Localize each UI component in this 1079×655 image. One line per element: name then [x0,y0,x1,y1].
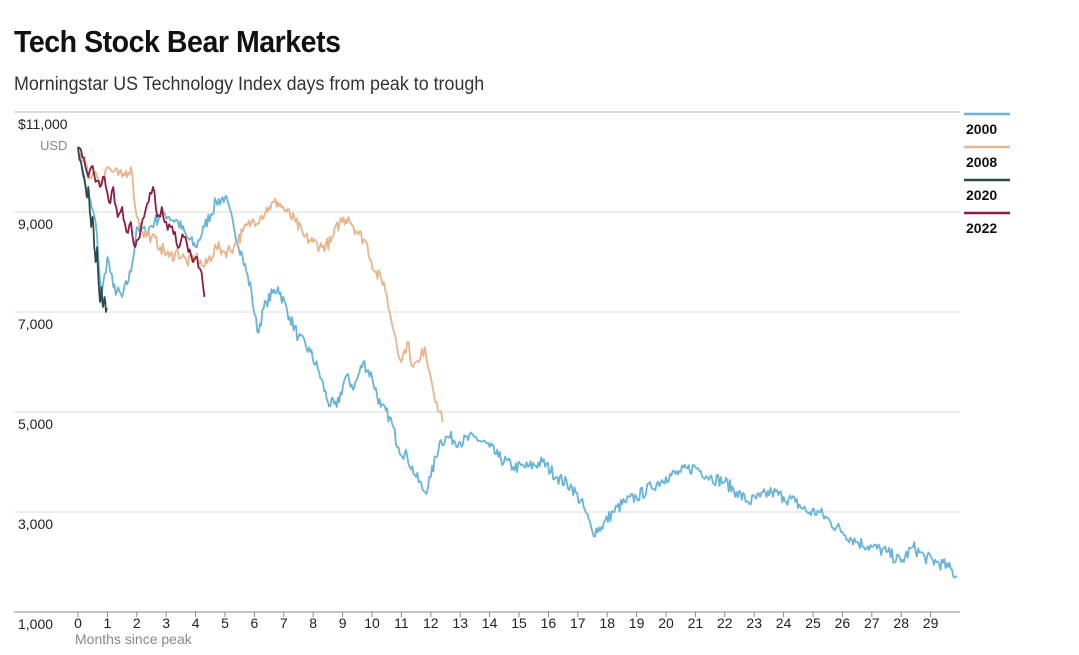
y-tick-label: $11,000 [18,116,68,132]
x-tick-label: 22 [717,615,733,631]
legend-label-2000: 2000 [966,121,997,137]
series-line-2008 [77,151,444,423]
x-tick-label: 23 [746,615,762,631]
x-tick-label: 29 [923,615,939,631]
x-tick-label: 14 [482,615,498,631]
x-tick-label: 0 [74,615,82,631]
x-tick-label: 16 [541,615,557,631]
legend: 2000 2008 2020 2022 [964,112,1010,236]
series-line-2020 [77,146,108,313]
x-axis-label: Months since peak [75,631,193,647]
legend-label-2022: 2022 [966,220,997,236]
series-lines [77,146,958,579]
x-tick-label: 2 [133,615,141,631]
chart-subtitle: Morningstar US Technology Index days fro… [14,74,485,95]
series-line-2000 [77,146,958,579]
gridlines [14,111,960,513]
series-line-2022 [77,146,206,298]
x-tick-label: 27 [864,615,880,631]
x-tick-label: 9 [339,615,347,631]
x-tick-label: 17 [570,615,586,631]
legend-label-2020: 2020 [966,187,997,203]
x-tick-label: 4 [192,615,200,631]
x-tick-label: 3 [162,615,170,631]
y-tick-label: 7,000 [18,316,53,332]
x-tick-label: 28 [893,615,909,631]
y-tick-label: 5,000 [18,416,53,432]
x-tick-label: 5 [221,615,229,631]
x-tick-label: 8 [309,615,317,631]
x-tick-label: 25 [805,615,821,631]
x-tick-label: 24 [776,615,792,631]
x-tick-label: 19 [629,615,645,631]
x-tick-label: 15 [511,615,527,631]
x-tick-label: 6 [251,615,259,631]
x-tick-label: 12 [423,615,439,631]
chart-title: Tech Stock Bear Markets [14,24,341,59]
x-tick-label: 18 [599,615,615,631]
x-tick-label: 11 [394,615,409,631]
y-tick-label: 9,000 [18,216,53,232]
x-tick-label: 20 [658,615,674,631]
y-tick-label: 1,000 [18,616,53,632]
x-tick-label: 10 [364,615,380,631]
y-unit-label: USD [40,138,67,153]
x-tick-label: 1 [104,615,112,631]
x-tick-label: 7 [280,615,288,631]
legend-label-2008: 2008 [966,154,997,170]
y-tick-label: 3,000 [18,516,53,532]
x-tick-label: 13 [452,615,468,631]
x-tick-label: 26 [835,615,851,631]
x-tick-label: 21 [688,615,704,631]
